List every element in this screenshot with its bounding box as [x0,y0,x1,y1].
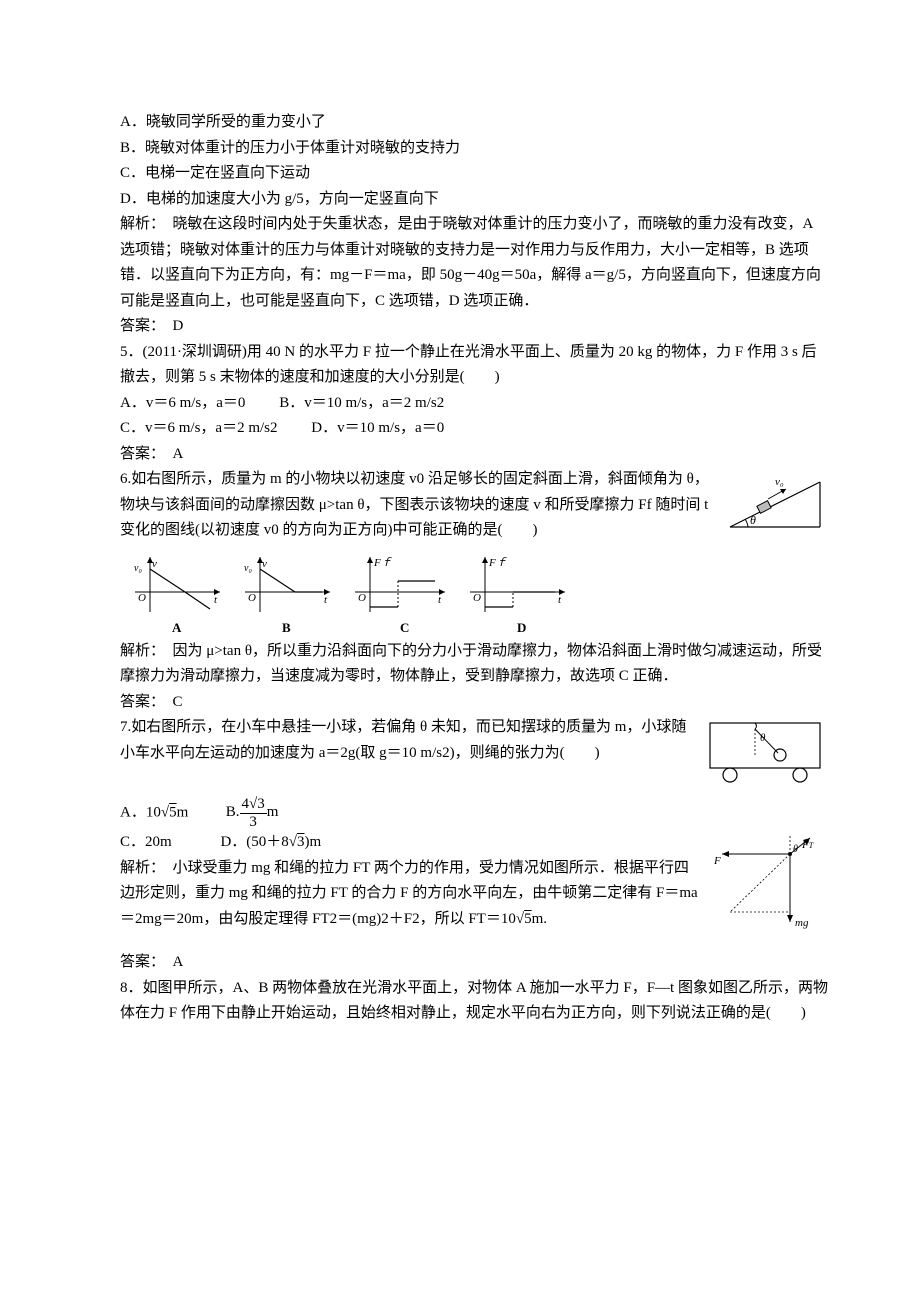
svg-text:O: O [473,592,481,604]
q7-optD-prefix: D．(50＋8 [220,834,288,850]
svg-text:Fｆ: Fｆ [488,557,508,569]
q7-cart-figure: θ [700,715,830,790]
svg-text:O: O [138,592,146,604]
svg-text:t: t [214,594,218,606]
svg-text:t: t [438,594,442,606]
q7-option-b: B.4√33m [226,804,279,820]
q7-optA-suffix: m [177,804,189,820]
q5-option-b: B．v＝10 m/s，a＝2 m/s2 [279,395,444,411]
q6-analysis: 解析： 因为 μ>tan θ，所以重力沿斜面向下的分力小于滑动摩擦力，物体沿斜面… [120,639,830,690]
q7-analysis-p2: m. [532,911,547,927]
q7-answer: 答案： A [120,950,830,976]
q6-answer: 答案： C [120,690,830,716]
q5-option-c: C．v＝6 m/s，a＝2 m/s2 [120,420,278,436]
svg-text:O: O [248,592,256,604]
q4-analysis: 解析： 晓敏在这段时间内处于失重状态，是由于晓敏对体重计的压力变小了，而晓敏的重… [120,212,830,314]
svg-text:θ: θ [760,732,766,744]
q5-options-row2: C．v＝6 m/s，a＝2 m/s2 D．v＝10 m/s，a＝0 [120,416,830,442]
svg-text:FT: FT [801,839,814,851]
q7-optB-prefix: B. [226,804,240,820]
svg-text:θ: θ [793,844,798,855]
svg-text:O: O [358,592,366,604]
q5-answer: 答案： A [120,442,830,468]
q7-option-c: C．20m [120,834,172,850]
svg-text:t: t [324,594,328,606]
q7-analysis-sqrt: 5 [524,911,532,927]
svg-text:mg: mg [795,917,809,929]
q5-option-a: A．v＝6 m/s，a＝0 [120,395,245,411]
q7-optD-sqrt: 3 [297,834,305,850]
svg-text:θ: θ [750,513,756,527]
svg-text:A: A [172,620,182,635]
svg-text:t: t [558,594,562,606]
svg-text:v: v [262,558,267,570]
svg-text:v: v [152,558,157,570]
q5-stem: 5．(2011·深圳调研)用 40 N 的水平力 F 拉一个静止在光滑水平面上、… [120,340,830,391]
q7-optB-suffix: m [267,804,279,820]
q7-optA-prefix: A．10 [120,804,161,820]
svg-text:v₀: v₀ [775,476,784,488]
q8-stem: 8．如图甲所示，A、B 两物体叠放在光滑水平面上，对物体 A 施加一水平力 F，… [120,976,830,1027]
svg-text:C: C [400,620,409,635]
q5-option-d: D．v＝10 m/s，a＝0 [311,420,444,436]
svg-text:B: B [282,620,291,635]
q7-option-d: D．(50＋8√3)m [220,834,321,850]
q6-incline-figure: v₀ θ [720,467,830,537]
q7-optB-den: 3 [240,814,267,831]
svg-text:Fｆ: Fｆ [373,557,393,569]
q4-answer: 答案： D [120,314,830,340]
q6-graphs: O v v₀ t A O v v₀ t B O [120,552,830,637]
q7-options-row1: A．10√5m B.4√33m [120,796,830,830]
q5-options-row1: A．v＝6 m/s，a＝0 B．v＝10 m/s，a＝2 m/s2 [120,391,830,417]
svg-text:D: D [517,620,526,635]
q7-force-figure: FT θ F mg [710,834,830,944]
q4-option-d: D．电梯的加速度大小为 g/5，方向一定竖直向下 [120,187,830,213]
q7-option-a: A．10√5m [120,804,192,820]
svg-text:v₀: v₀ [244,563,252,574]
svg-text:v₀: v₀ [134,563,142,574]
q7-optB-num: 4√3 [240,796,267,814]
q4-option-b: B．晓敏对体重计的压力小于体重计对晓敏的支持力 [120,136,830,162]
svg-text:F: F [713,855,721,867]
q7-optD-suffix: )m [305,834,322,850]
q7-analysis-p1: 解析： 小球受重力 mg 和绳的拉力 FT 两个力的作用，受力情况如图所示．根据… [120,860,698,927]
q4-option-a: A．晓敏同学所受的重力变小了 [120,110,830,136]
q7-optA-sqrt: 5 [169,804,177,820]
q4-option-c: C．电梯一定在竖直向下运动 [120,161,830,187]
